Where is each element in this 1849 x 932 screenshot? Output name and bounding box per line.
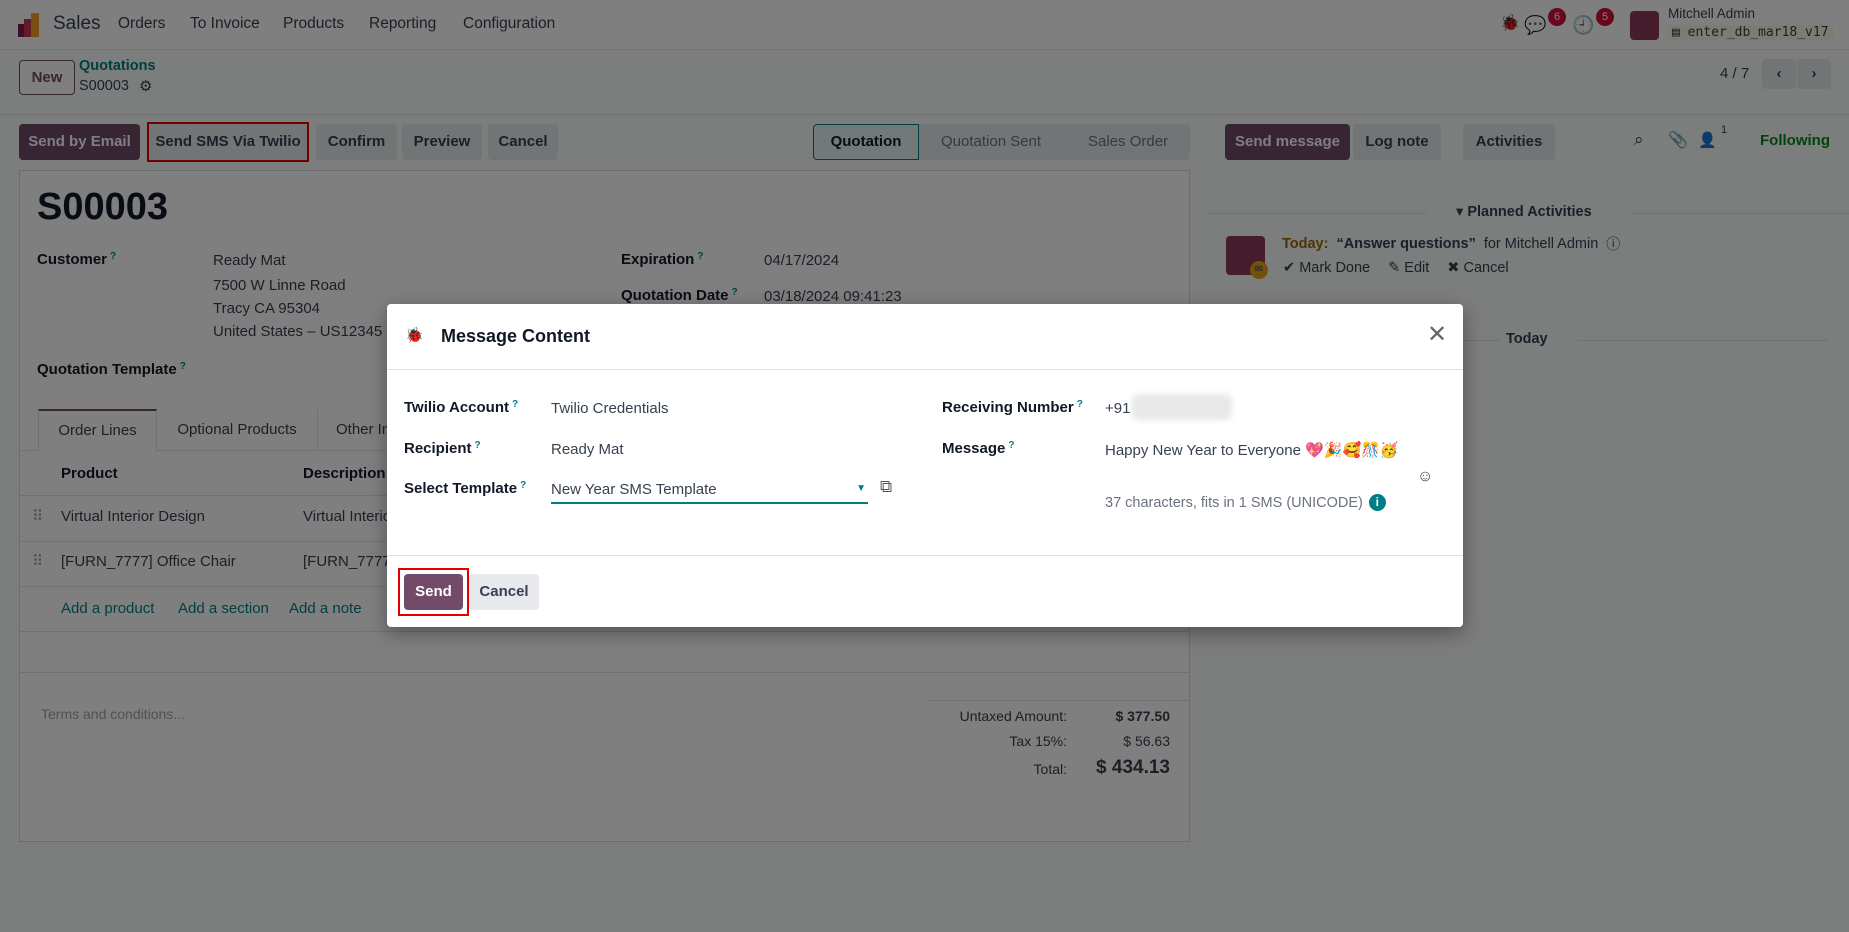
external-link-icon[interactable]: ⧉ xyxy=(880,477,893,496)
twilio-account-field[interactable]: Twilio Credentials xyxy=(551,400,669,417)
recipient-field[interactable]: Ready Mat xyxy=(551,441,624,458)
receiving-number-label: Receiving Number? xyxy=(942,399,1083,416)
twilio-account-label-text: Twilio Account xyxy=(404,399,509,416)
bug-icon: 🐞 xyxy=(405,327,424,344)
dialog-footer-divider xyxy=(387,555,1463,556)
emoji-picker-icon[interactable]: ☺ xyxy=(1417,468,1434,485)
character-count: 37 characters, fits in 1 SMS (UNICODE) xyxy=(1105,494,1363,511)
info-icon[interactable]: i xyxy=(1368,494,1386,511)
dialog-header-divider xyxy=(387,369,1463,370)
template-value: New Year SMS Template xyxy=(551,481,717,498)
recipient-label-text: Recipient xyxy=(404,440,472,457)
message-content-dialog: 🐞 Message Content ✕ Twilio Account? Twil… xyxy=(387,304,1463,627)
template-select[interactable]: New Year SMS Template ▼ xyxy=(551,477,868,504)
select-template-label-text: Select Template xyxy=(404,480,518,497)
recipient-label: Recipient? xyxy=(404,440,481,457)
help-icon: ? xyxy=(1008,440,1015,451)
chevron-down-icon: ▼ xyxy=(856,483,866,494)
receiving-number-field[interactable]: +91 xyxy=(1105,400,1131,417)
message-label-text: Message xyxy=(942,440,1006,457)
message-label: Message? xyxy=(942,440,1014,457)
receiving-number-label-text: Receiving Number xyxy=(942,399,1074,416)
character-info: 37 characters, fits in 1 SMS (UNICODE) i xyxy=(1105,494,1386,511)
help-icon: ? xyxy=(1076,399,1083,410)
help-icon: ? xyxy=(474,440,481,451)
dialog-cancel-button[interactable]: Cancel xyxy=(469,574,539,610)
select-template-label: Select Template? xyxy=(404,480,526,497)
message-field[interactable]: Happy New Year to Everyone 💖🎉🥰🎊🥳 xyxy=(1105,442,1399,459)
redacted-number xyxy=(1132,394,1232,420)
help-icon: ? xyxy=(512,399,519,410)
help-icon: ? xyxy=(520,480,527,491)
send-button[interactable]: Send xyxy=(404,574,463,610)
highlight-box xyxy=(398,568,469,616)
dialog-title: Message Content xyxy=(441,326,591,346)
twilio-account-label: Twilio Account? xyxy=(404,399,518,416)
close-icon[interactable]: ✕ xyxy=(1427,321,1448,348)
